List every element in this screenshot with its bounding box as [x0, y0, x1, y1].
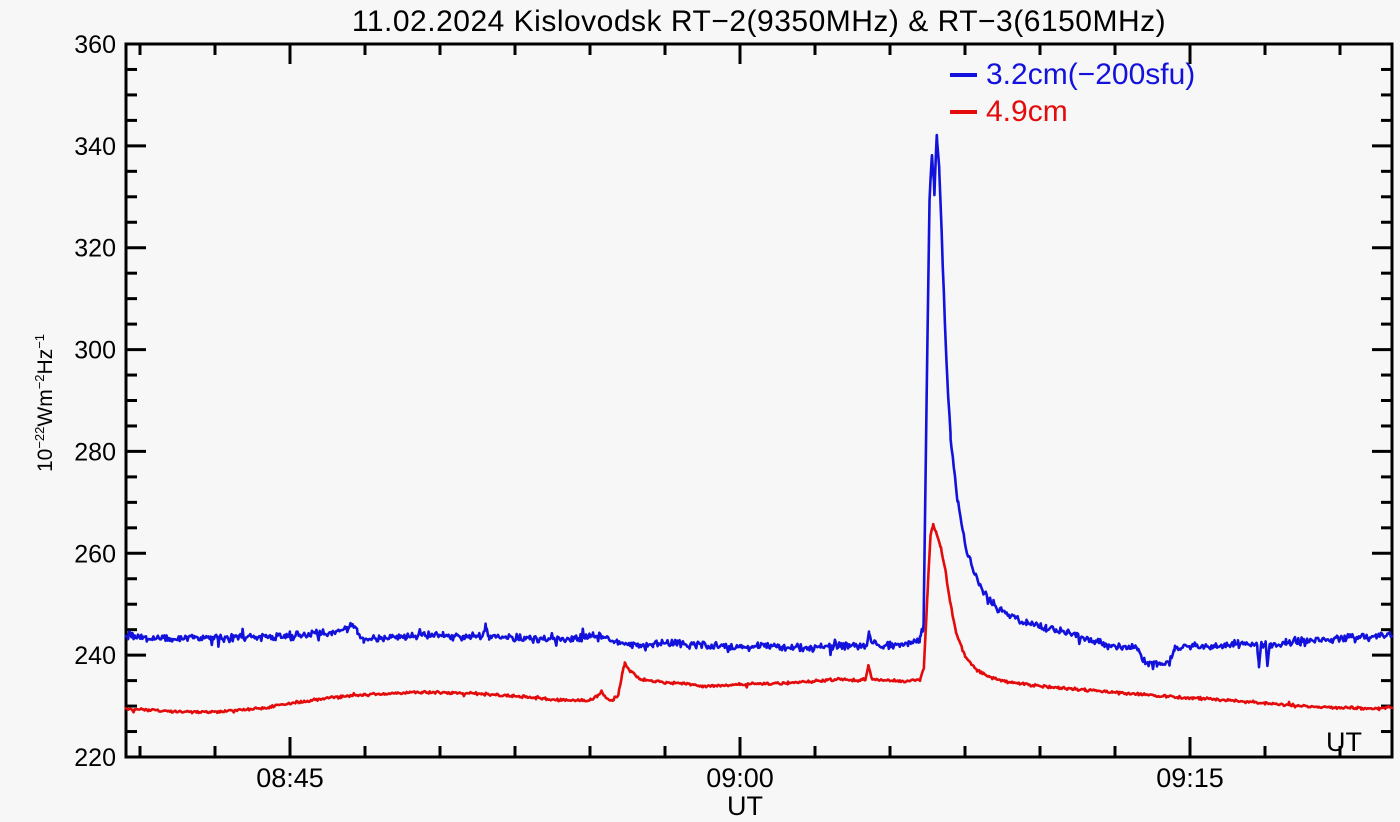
- series-line-3-2cm: [124, 133, 1394, 671]
- y-tick-label: 240: [74, 642, 116, 670]
- x-tick-label: 09:00: [706, 763, 774, 793]
- y-tick-label: 360: [74, 31, 116, 59]
- legend-item-3-2cm: 3.2cm(−200sfu): [950, 60, 1195, 90]
- series-line-4-9cm: [124, 522, 1394, 715]
- legend-label: 3.2cm(−200sfu): [986, 58, 1196, 91]
- legend-line-sample-red: [950, 110, 977, 114]
- y-axis-title: 10−22Wm−2Hz−1: [32, 333, 57, 473]
- radio-flux-chart-page: { "title": {"text": "11.02.2024 Kislovod…: [32, 5, 1394, 821]
- y-tick-label: 220: [74, 744, 116, 772]
- x-axis-title-corner: UT: [1326, 727, 1362, 757]
- y-tick-label: 300: [74, 337, 116, 365]
- chart-title: 11.02.2024 Kislovodsk RT−2(9350MHz) & RT…: [351, 5, 1167, 38]
- y-tick-label: 280: [74, 438, 116, 466]
- legend-item-4-9cm: 4.9cm: [950, 97, 1195, 127]
- y-tick-label: 260: [74, 540, 116, 568]
- legend-label: 4.9cm: [986, 95, 1068, 128]
- x-tick-label: 08:45: [256, 763, 324, 793]
- y-tick-label: 340: [74, 133, 116, 161]
- y-tick-label: 320: [74, 235, 116, 263]
- chart-canvas: 220 240 260 280 300 320 340 360 08:45 09:00 09:15: [74, 31, 1394, 793]
- legend-line-sample-blue: [950, 73, 977, 77]
- plot-frame: [124, 42, 1394, 759]
- x-axis-title: UT: [727, 791, 763, 821]
- plot-svg: 220 240 260 280 300 320 340 360 08:45 09:00 09:15: [74, 31, 1394, 793]
- x-tick-label: 09:15: [1156, 763, 1224, 793]
- legend: 3.2cm(−200sfu) 4.9cm: [950, 60, 1195, 127]
